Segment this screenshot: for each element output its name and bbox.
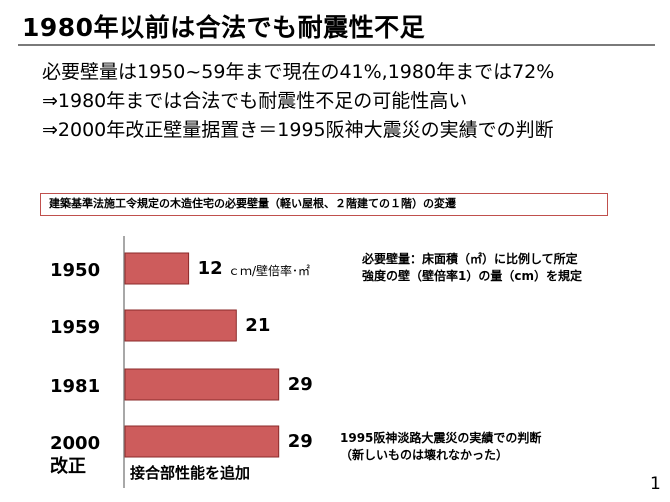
- definition-note-line: 必要壁量：床面積（㎡）に比例して所定: [362, 252, 578, 266]
- bullet-item: ⇒1980年までは合法でも耐震性不足の可能性高い: [42, 90, 468, 112]
- category-label: 1981: [50, 377, 100, 397]
- page-number: 1: [650, 474, 661, 494]
- kobe-note-line: （新しいものは壊れなかった）: [340, 448, 509, 462]
- chart-title: 建築基準法施工令規定の木造住宅の必要壁量（軽い屋根、２階建ての１階）の変遷: [40, 193, 608, 216]
- bar-value-label: 29: [287, 431, 313, 452]
- category-label: 1959: [50, 318, 100, 338]
- bar: [124, 368, 280, 401]
- bar-value-label: 21: [245, 315, 271, 336]
- definition-note-line: 強度の壁（壁倍率1）の量（cm）を規定: [362, 269, 582, 283]
- category-label-line: 2000: [50, 433, 101, 454]
- category-label: 1950: [50, 261, 100, 281]
- slide-title: 1980年以前は合法でも耐震性不足: [22, 13, 426, 42]
- bar-value-label: 12: [197, 258, 223, 279]
- bar: [124, 252, 190, 285]
- bar: [124, 309, 237, 342]
- kobe-note: 1995阪神淡路大震災の実績での判断 （新しいものは壊れなかった）: [340, 430, 541, 464]
- category-label: 2000 改正: [50, 434, 100, 477]
- definition-note: 必要壁量：床面積（㎡）に比例して所定 強度の壁（壁倍率1）の量（cm）を規定: [362, 251, 582, 285]
- bullet-item: 必要壁量は1950~59年まで現在の41%,1980年までは72%: [42, 61, 555, 83]
- title-rule: [18, 44, 655, 46]
- category-label-line: 1959: [50, 317, 101, 338]
- bullet-list: 必要壁量は1950~59年まで現在の41%,1980年までは72% ⇒1980年…: [42, 58, 554, 145]
- category-label-line: 1950: [50, 260, 101, 281]
- category-label-line: 1981: [50, 376, 101, 397]
- category-label-line: 改正: [50, 456, 86, 477]
- unit-label: ｃｍ/壁倍率･㎡: [228, 264, 311, 278]
- bullet-item: ⇒2000年改正壁量据置き＝1995阪神大震災の実績での判断: [42, 119, 554, 141]
- added-note: 接合部性能を追加: [130, 464, 251, 482]
- bar: [124, 425, 280, 458]
- kobe-note-line: 1995阪神淡路大震災の実績での判断: [340, 431, 542, 445]
- bar-value-label: 29: [287, 374, 313, 395]
